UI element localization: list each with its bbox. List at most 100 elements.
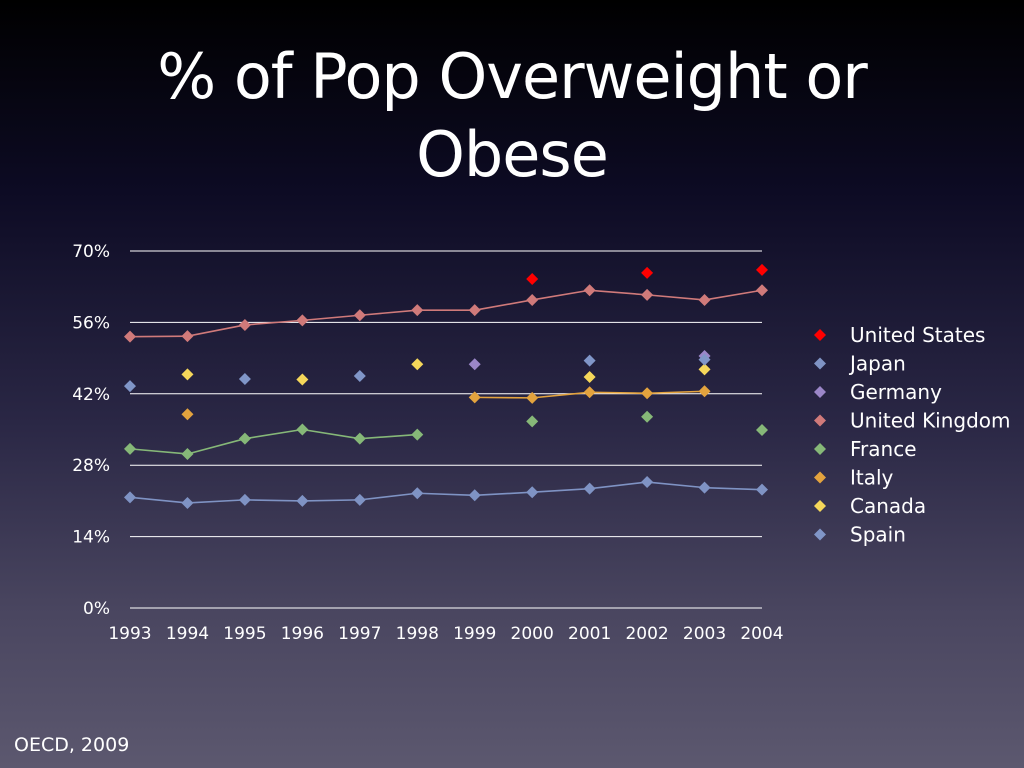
legend-marker (814, 471, 826, 484)
x-tick-label: 1999 (453, 624, 496, 644)
series-line-segment (532, 487, 590, 494)
data-point (641, 476, 654, 489)
data-point (526, 415, 539, 428)
data-point (526, 486, 539, 499)
data-point (181, 447, 194, 460)
x-tick-label: 2002 (625, 624, 668, 644)
data-point (296, 423, 309, 436)
data-point (583, 284, 596, 297)
data-point (641, 266, 654, 279)
legend: United States Japan Germany United Kingdom F… (814, 323, 1011, 547)
series-layer (124, 263, 768, 509)
series-canada (181, 358, 711, 386)
data-point (641, 288, 654, 301)
data-point (411, 487, 424, 500)
series-line-segment (589, 481, 648, 490)
series-line-segment (647, 481, 705, 489)
series-line-segment (474, 299, 533, 311)
series-line-segment (302, 314, 360, 322)
legend-label: Canada (850, 494, 926, 518)
data-point (468, 489, 481, 502)
data-point (526, 293, 539, 306)
series-line-segment (359, 433, 418, 440)
x-tick-label: 2003 (683, 624, 726, 644)
legend-label: France (850, 437, 917, 461)
x-tick-label: 1993 (108, 624, 151, 644)
series-line-segment (532, 289, 590, 301)
series-line-segment (359, 309, 418, 317)
data-point (353, 369, 366, 382)
x-tick-label: 1997 (338, 624, 381, 644)
data-point (238, 318, 251, 331)
series-line-segment (187, 499, 245, 504)
data-point (468, 358, 481, 371)
data-point (296, 314, 309, 327)
x-tick-label: 2001 (568, 624, 611, 644)
series-united-states (526, 263, 768, 286)
y-tick-label: 14% (72, 528, 110, 548)
data-point (526, 391, 539, 404)
data-point (353, 432, 366, 445)
data-point (583, 386, 596, 399)
series-france (124, 410, 768, 460)
y-tick-label: 28% (72, 456, 110, 476)
data-point (698, 293, 711, 306)
y-axis-ticks: 0% 14% 28% 42% 56% 70% (72, 242, 110, 619)
data-point (238, 493, 251, 506)
series-line-segment (532, 391, 590, 399)
data-point (411, 358, 424, 371)
y-tick-label: 70% (72, 242, 110, 262)
legend-label: United States (850, 323, 985, 347)
slide-title: % of Pop Overweight or Obese (0, 38, 1024, 194)
data-point (756, 263, 768, 276)
data-point (698, 353, 711, 366)
legend-marker (814, 329, 826, 341)
series-line-segment (129, 496, 188, 504)
x-tick-label: 1998 (396, 624, 439, 644)
series-line-segment (302, 499, 360, 502)
y-tick-label: 56% (72, 313, 110, 333)
legend-marker (814, 414, 826, 427)
data-point (124, 330, 136, 343)
data-point (641, 387, 654, 400)
legend-marker (814, 500, 826, 512)
series-line-segment (244, 499, 303, 502)
series-line-segment (589, 391, 648, 395)
data-point (583, 370, 596, 383)
legend-marker (814, 528, 826, 541)
data-point (238, 432, 251, 445)
series-line-segment (359, 492, 418, 501)
data-point (181, 330, 194, 343)
series-line-segment (647, 390, 705, 395)
series-line-segment (704, 486, 763, 491)
y-tick-label: 42% (72, 385, 110, 405)
data-point (353, 493, 366, 506)
series-japan (124, 476, 768, 509)
series-line-segment (474, 396, 533, 399)
data-point (296, 373, 309, 386)
legend-marker (814, 443, 826, 455)
data-point (756, 424, 768, 437)
data-point (583, 354, 596, 367)
legend-label: Italy (850, 466, 894, 490)
series-line-segment (244, 319, 303, 326)
data-point (353, 309, 366, 322)
data-point (124, 491, 136, 504)
series-line-segment (704, 289, 763, 301)
series-line-segment (417, 492, 475, 497)
legend-label: United Kingdom (850, 409, 1011, 433)
data-point (124, 380, 136, 393)
x-tick-label: 1994 (166, 624, 209, 644)
data-point (181, 408, 194, 421)
data-point (468, 391, 481, 404)
legend-label: Spain (850, 523, 906, 547)
data-point (411, 304, 424, 317)
legend-marker (814, 357, 826, 370)
data-point (296, 494, 309, 507)
grid-lines (130, 250, 762, 609)
x-tick-label: 2000 (511, 624, 554, 644)
x-axis-ticks: 1993 1994 1995 1996 1997 1998 1999 2000 2001 2002… (108, 624, 783, 644)
series-line-segment (187, 437, 246, 455)
data-point (468, 304, 481, 317)
